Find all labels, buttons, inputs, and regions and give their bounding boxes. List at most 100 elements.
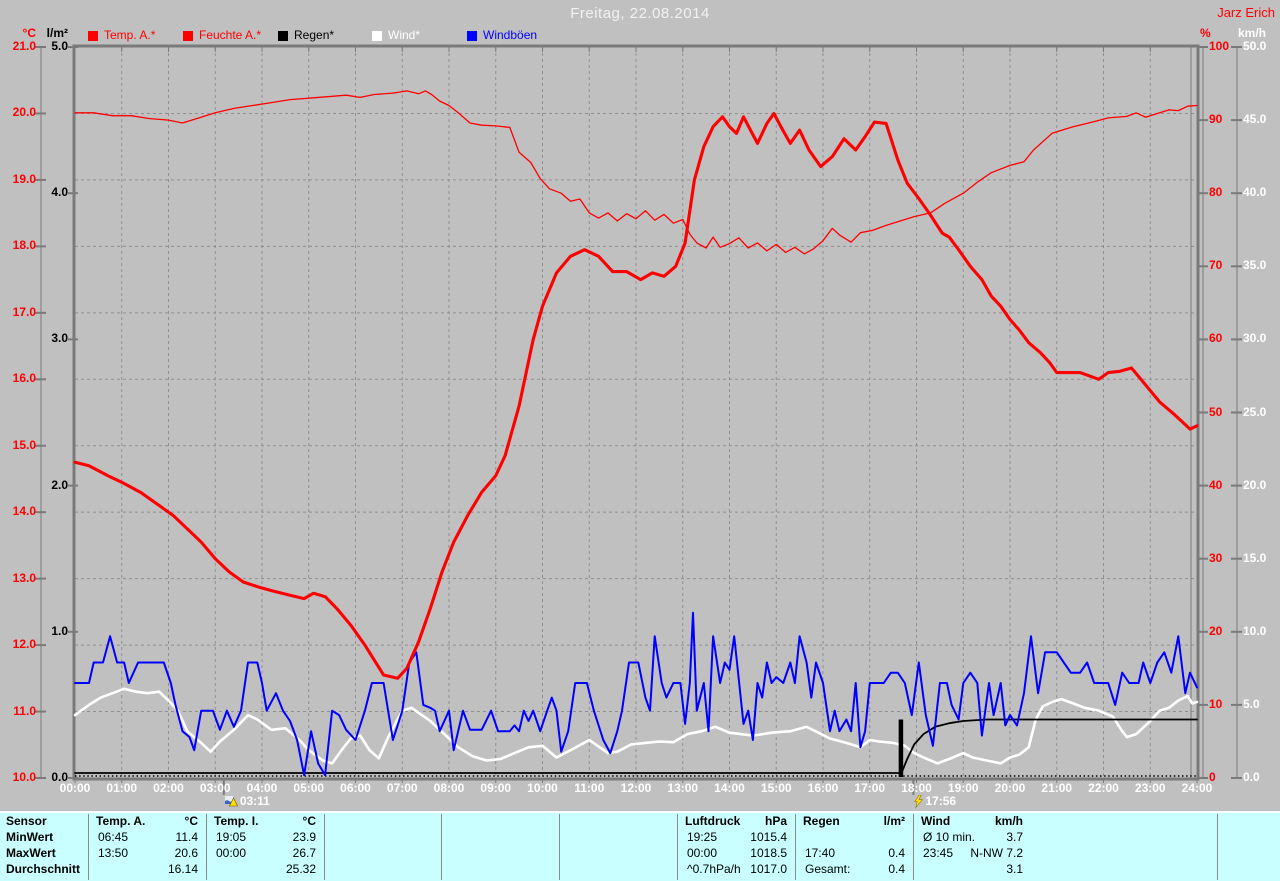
humidity-axis-tick-label: 0 — [1209, 770, 1216, 784]
table-cell-time: 13:50 — [98, 846, 129, 860]
table-row-label: MinWert — [6, 830, 54, 844]
table-column-separator — [559, 814, 560, 880]
humidity-axis-tick-label: 80 — [1209, 185, 1223, 200]
temp-axis-tick-label: 17.0 — [12, 304, 36, 319]
table-column-header: Wind — [921, 814, 951, 828]
wind-axis-tick-label: 45.0 — [1243, 112, 1267, 127]
table-cell-value: 3.7 — [1006, 830, 1023, 844]
table-cell-time: 19:25 — [687, 830, 718, 844]
table-cell-time: 17:40 — [805, 846, 836, 860]
humidity-axis-tick-label: 40 — [1209, 477, 1223, 492]
legend-swatch-feuchte-a — [183, 30, 193, 41]
time-axis-label: 06:00 — [340, 781, 371, 795]
legend-label: Wind* — [388, 28, 421, 42]
time-axis-label: 10:00 — [527, 781, 558, 795]
legend-item-temp-a: Temp. A.* — [88, 29, 155, 42]
time-axis-label: 03:00 — [199, 781, 231, 795]
time-axis-label: 09:00 — [480, 781, 512, 795]
time-axis-label: 13:00 — [667, 781, 699, 795]
series-feuchte-a-line — [74, 90, 1198, 255]
table-cell-value: 1018.5 — [750, 846, 787, 860]
table-row-label: MaxWert — [6, 846, 56, 860]
humidity-axis-tick-label: 60 — [1209, 331, 1223, 346]
table-cell-value: 0.4 — [888, 846, 905, 860]
temp-axis-tick-label: 19.0 — [12, 171, 36, 186]
wind-axis-tick-label: 5.0 — [1243, 696, 1260, 711]
wind-axis-tick-label: 15.0 — [1243, 550, 1267, 565]
table-cell-value: 1015.4 — [750, 830, 787, 844]
table-column-unit: °C — [302, 814, 316, 828]
table-row-label: Durchschnitt — [6, 862, 81, 876]
legend-swatch-windboeen — [467, 30, 477, 41]
table-column-header: Temp. A. — [96, 814, 146, 828]
legend-item-feuchte-a: Feuchte A.* — [183, 29, 261, 42]
temp-axis-tick-label: 20.0 — [12, 105, 36, 120]
table-column-separator — [88, 814, 89, 880]
temp-axis-tick-label: 10.0 — [12, 770, 36, 784]
rain-axis-tick-label: 3.0 — [51, 331, 68, 346]
rain-axis-tick-label: 2.0 — [51, 477, 68, 492]
table-cell-value: 1017.0 — [750, 862, 787, 876]
table-row-label: Sensor — [6, 814, 47, 828]
legend-label: Regen* — [294, 28, 335, 42]
wind-axis-unit: km/h — [1238, 26, 1267, 40]
rain-axis-tick-label: 5.0 — [51, 39, 68, 53]
table-cell-value: N-NW 7.2 — [970, 846, 1023, 860]
wind-axis-tick-label: 50.0 — [1243, 39, 1267, 53]
time-axis-label: 18:00 — [901, 781, 932, 795]
rain-axis-tick-label: 4.0 — [51, 185, 68, 200]
table-cell-time: 19:05 — [216, 830, 247, 844]
table-column-separator — [324, 814, 325, 880]
time-axis-label: 04:00 — [246, 781, 278, 795]
humidity-axis-tick-label: 10 — [1209, 696, 1223, 711]
temp-axis-tick-label: 16.0 — [12, 371, 36, 386]
humidity-axis-unit: % — [1200, 26, 1211, 40]
rain-axis-tick-label: 0.0 — [51, 770, 68, 784]
summary-table: Sensor MinWert MaxWert Durchschnitt Temp. A.… — [0, 811, 1280, 881]
time-axis-label: 01:00 — [106, 781, 138, 795]
legend-label: Feuchte A.* — [199, 28, 262, 42]
temp-axis-tick-label: 12.0 — [12, 637, 36, 652]
event-marker-time: 17:56 — [925, 794, 957, 808]
table-cell-time: Gesamt: — [805, 862, 851, 876]
humidity-axis-tick-label: 100 — [1209, 39, 1230, 53]
table-column-unit: km/h — [994, 814, 1023, 828]
time-axis-label: 16:00 — [807, 781, 839, 795]
time-axis-label: 17:00 — [854, 781, 886, 795]
event-marker: 17:56 — [914, 795, 956, 808]
table-cell-value: 3.1 — [1006, 862, 1023, 876]
table-column-separator — [795, 814, 796, 880]
table-cell-time: 23:45 — [923, 846, 954, 860]
time-axis-label: 14:00 — [714, 781, 745, 795]
time-axis-label: 11:00 — [574, 781, 605, 795]
table-cell-value: 0.4 — [888, 862, 905, 876]
wind-axis-tick-label: 40.0 — [1243, 185, 1267, 200]
temp-axis-unit: °C — [22, 26, 36, 40]
rain-axis-tick-label: 1.0 — [51, 623, 68, 638]
table-column-unit: hPa — [764, 814, 787, 828]
table-column-separator — [441, 814, 442, 880]
table-cell-value: 16.14 — [167, 862, 198, 876]
temp-axis-tick-label: 14.0 — [12, 504, 36, 519]
legend-label: Temp. A.* — [104, 28, 156, 42]
legend-item-regen: Regen* — [278, 29, 334, 42]
summary-table-panel — [0, 813, 1280, 881]
table-column-unit: °C — [184, 814, 198, 828]
table-column-unit: l/m² — [883, 814, 905, 828]
table-cell-value: 26.7 — [292, 846, 316, 860]
lightning-icon — [914, 794, 924, 808]
legend-swatch-temp-a — [88, 30, 98, 41]
temp-axis-tick-label: 13.0 — [12, 570, 36, 585]
page-title: Freitag, 22.08.2014 — [570, 5, 710, 22]
wind-axis-tick-label: 30.0 — [1243, 331, 1267, 346]
humidity-axis-tick-label: 90 — [1209, 112, 1223, 127]
station-name: Jarz Erich — [1217, 5, 1275, 20]
table-cell-time: 00:00 — [687, 846, 718, 860]
chart-legend: Temp. A.* Feuchte A.* Regen* Wind* Windböen — [0, 29, 1280, 45]
time-axis-label: 24:00 — [1181, 781, 1213, 795]
time-axis-label: 22:00 — [1088, 781, 1119, 795]
wind-axis-tick-label: 10.0 — [1243, 623, 1267, 638]
table-cell-value: 25.32 — [285, 862, 316, 876]
table-column-separator — [913, 814, 914, 880]
